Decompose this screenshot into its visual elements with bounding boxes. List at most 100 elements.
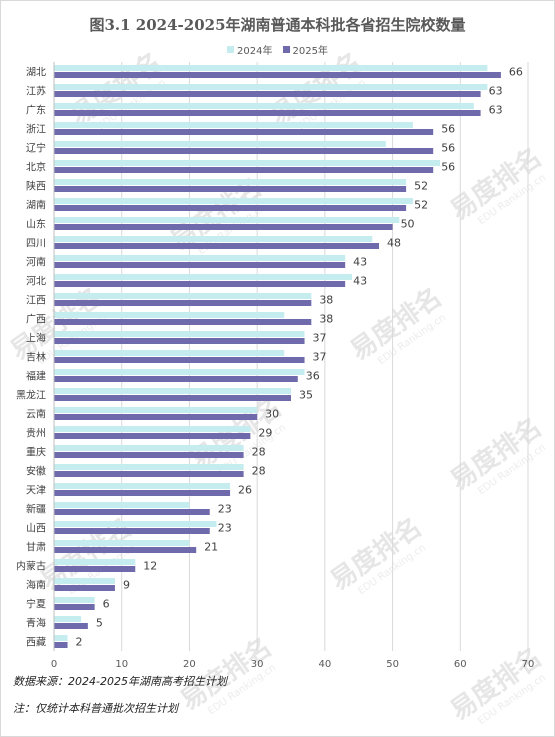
data-label-2025: 28 bbox=[252, 446, 266, 459]
category-label: 上海 bbox=[26, 332, 46, 345]
data-label-2025: 12 bbox=[143, 560, 157, 573]
bar-2024 bbox=[54, 388, 291, 394]
bar-2025 bbox=[54, 433, 251, 439]
category-label: 黑龙江 bbox=[16, 389, 46, 402]
data-label-2025: 26 bbox=[238, 484, 252, 497]
chart-title: 图3.1 2024-2025年湖南普通本科批各省招生院校数量 bbox=[89, 16, 466, 34]
category-label: 广西 bbox=[26, 314, 46, 326]
data-label-2025: 9 bbox=[123, 579, 130, 592]
data-label-2025: 63 bbox=[489, 104, 503, 117]
bar-2024 bbox=[54, 84, 488, 90]
category-label: 西藏 bbox=[26, 637, 46, 649]
bar-2025 bbox=[54, 357, 305, 363]
x-tick-label: 50 bbox=[386, 659, 399, 670]
bar-2025 bbox=[54, 186, 407, 192]
bar-2024 bbox=[54, 521, 217, 527]
data-label-2025: 38 bbox=[319, 294, 333, 307]
bar-2024 bbox=[54, 198, 413, 204]
bar-2024 bbox=[54, 540, 190, 546]
x-tick-label: 0 bbox=[51, 659, 57, 670]
x-tick-label: 40 bbox=[318, 659, 331, 670]
data-label-2025: 56 bbox=[441, 161, 455, 174]
legend-swatch-2025 bbox=[282, 46, 290, 53]
category-label: 江西 bbox=[26, 295, 46, 307]
category-label: 陕西 bbox=[26, 180, 46, 193]
data-label-2025: 43 bbox=[353, 256, 367, 269]
category-label: 青海 bbox=[26, 617, 46, 630]
data-label-2025: 66 bbox=[509, 66, 523, 79]
bar-2024 bbox=[54, 445, 244, 451]
bar-2025 bbox=[54, 91, 481, 97]
category-label: 江苏 bbox=[26, 85, 46, 98]
bar-2025 bbox=[54, 471, 244, 477]
bar-2024 bbox=[54, 312, 285, 318]
x-tick-label: 60 bbox=[454, 659, 467, 670]
bar-2025 bbox=[54, 148, 434, 154]
bar-2025 bbox=[54, 509, 210, 515]
bar-2025 bbox=[54, 452, 244, 458]
category-label: 安徽 bbox=[26, 465, 46, 478]
legend-item-2024: 2024年 bbox=[227, 42, 273, 57]
bar-2025 bbox=[54, 604, 95, 610]
bar-2025 bbox=[54, 395, 291, 401]
bar-2024 bbox=[54, 141, 386, 147]
bar-2025 bbox=[54, 167, 434, 173]
category-label: 甘肃 bbox=[26, 541, 46, 554]
data-label-2025: 29 bbox=[258, 427, 272, 440]
data-label-2025: 43 bbox=[353, 275, 367, 288]
bar-2024 bbox=[54, 502, 190, 508]
x-tick-label: 20 bbox=[183, 659, 196, 670]
data-label-2025: 2 bbox=[76, 636, 83, 649]
legend-item-2025: 2025年 bbox=[282, 42, 328, 57]
data-label-2025: 56 bbox=[441, 142, 455, 155]
data-label-2025: 35 bbox=[299, 389, 313, 402]
bar-2025 bbox=[54, 414, 258, 420]
bar-2024 bbox=[54, 65, 488, 71]
category-label: 浙江 bbox=[26, 124, 46, 136]
bar-2025 bbox=[54, 376, 298, 382]
data-label-2025: 37 bbox=[313, 351, 327, 364]
bar-2025 bbox=[54, 528, 210, 534]
data-label-2025: 38 bbox=[319, 313, 333, 326]
legend-swatch-2024 bbox=[227, 46, 235, 53]
bar-2024 bbox=[54, 236, 373, 242]
data-label-2025: 6 bbox=[103, 598, 110, 611]
x-tick-label: 70 bbox=[522, 659, 535, 670]
bar-2024 bbox=[54, 635, 68, 641]
bar-2025 bbox=[54, 281, 346, 287]
category-label: 天津 bbox=[26, 485, 46, 497]
bar-2024 bbox=[54, 293, 312, 299]
bar-2024 bbox=[54, 597, 95, 603]
bar-2024 bbox=[54, 559, 136, 565]
category-label: 宁夏 bbox=[26, 598, 46, 611]
bar-2025 bbox=[54, 642, 68, 648]
bar-2025 bbox=[54, 300, 312, 306]
category-label: 河北 bbox=[26, 276, 46, 288]
data-label-2025: 28 bbox=[252, 465, 266, 478]
category-label: 吉林 bbox=[26, 351, 46, 364]
bar-2025 bbox=[54, 338, 305, 344]
data-label-2025: 5 bbox=[96, 617, 103, 630]
bar-2024 bbox=[54, 122, 413, 128]
bar-2024 bbox=[54, 426, 251, 432]
data-label-2025: 63 bbox=[489, 85, 503, 98]
bar-2024 bbox=[54, 255, 346, 261]
data-label-2025: 36 bbox=[306, 370, 320, 383]
bar-2025 bbox=[54, 262, 346, 268]
bar-2025 bbox=[54, 566, 136, 572]
category-label: 云南 bbox=[26, 408, 46, 421]
bar-2025 bbox=[54, 319, 312, 325]
data-label-2025: 56 bbox=[441, 123, 455, 136]
data-label-2025: 52 bbox=[414, 180, 428, 193]
bar-2024 bbox=[54, 407, 258, 413]
bar-2024 bbox=[54, 103, 474, 109]
data-label-2025: 37 bbox=[313, 332, 327, 345]
category-label: 山东 bbox=[26, 218, 46, 231]
legend-label-2024: 2024年 bbox=[237, 46, 273, 57]
data-label-2025: 48 bbox=[387, 237, 401, 250]
bar-2024 bbox=[54, 160, 440, 166]
data-label-2025: 30 bbox=[265, 408, 279, 421]
bar-2025 bbox=[54, 72, 501, 78]
bar-2025 bbox=[54, 547, 197, 553]
bar-2024 bbox=[54, 369, 305, 375]
